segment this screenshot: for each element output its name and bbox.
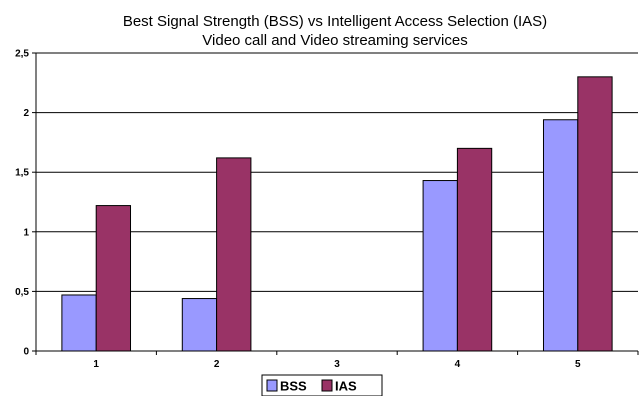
bar-bss-4 [423,181,457,351]
bar-bss-5 [543,120,577,351]
legend: BSS IAS [262,375,382,396]
chart-title: Best Signal Strength (BSS) vs Intelligen… [123,13,547,30]
bar-ias-5 [578,77,612,351]
y-tick-label: 0,5 [15,287,29,298]
y-tick-label: 0 [23,347,29,358]
y-tick-label: 1,5 [15,168,29,179]
bars [62,77,612,351]
bar-ias-2 [217,158,251,351]
bar-ias-4 [457,148,491,351]
legend-swatch-bss [267,380,277,391]
x-tick-label: 3 [334,359,340,370]
x-tick-label: 1 [93,359,99,370]
y-axis-ticks: 0 0,5 1 1,5 2 2,5 [15,49,36,358]
chart-subtitle: Video call and Video streaming services [202,32,467,49]
x-tick-label: 2 [214,359,220,370]
legend-label-bss: BSS [280,379,307,394]
bar-ias-1 [96,206,130,351]
legend-label-ias: IAS [335,379,357,394]
x-axis-ticks: 1 2 3 4 5 [36,351,638,370]
bar-bss-1 [62,295,96,351]
y-tick-label: 1 [23,227,29,238]
y-tick-label: 2 [23,108,29,119]
x-tick-label: 4 [455,359,461,370]
legend-swatch-ias [322,380,332,391]
y-tick-label: 2,5 [15,49,29,60]
bar-bss-2 [182,299,216,351]
x-tick-label: 5 [575,359,581,370]
